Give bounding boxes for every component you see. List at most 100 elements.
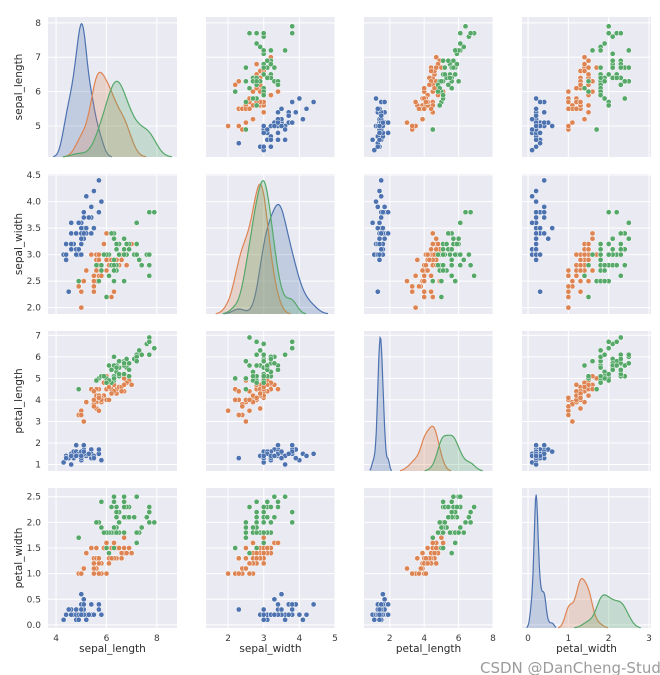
point-versicolor: [246, 105, 253, 112]
point-setosa: [98, 198, 105, 205]
point-setosa: [73, 442, 80, 449]
point-setosa: [78, 225, 85, 231]
point-setosa: [78, 453, 85, 459]
point-versicolor: [429, 241, 436, 247]
point-setosa: [533, 442, 539, 449]
point-setosa: [380, 209, 386, 216]
point-setosa: [533, 198, 539, 205]
point-versicolor: [106, 560, 112, 567]
point-versicolor: [96, 251, 102, 258]
point-virginica: [471, 272, 477, 279]
point-versicolor: [409, 570, 416, 577]
point-versicolor: [260, 560, 267, 567]
point-versicolor: [428, 288, 434, 295]
point-setosa: [73, 453, 80, 459]
kde-line-setosa: [224, 203, 328, 315]
point-virginica: [260, 504, 267, 510]
point-setosa: [85, 450, 92, 457]
point-setosa: [80, 214, 87, 221]
point-setosa: [91, 455, 97, 461]
y-tick-label: 5: [35, 122, 41, 132]
point-virginica: [138, 524, 145, 531]
point-virginica: [113, 529, 120, 536]
point-virginica: [243, 126, 249, 133]
point-virginica: [246, 362, 253, 369]
point-setosa: [533, 112, 539, 119]
point-setosa: [310, 450, 317, 457]
x-tick-label: 6: [104, 634, 110, 644]
point-versicolor: [433, 54, 440, 61]
point-virginica: [467, 262, 474, 269]
point-versicolor: [91, 403, 97, 410]
point-versicolor: [565, 412, 572, 418]
point-virginica: [429, 126, 436, 133]
point-versicolor: [426, 81, 433, 88]
point-versicolor: [404, 565, 410, 572]
point-versicolor: [409, 283, 416, 290]
point-virginica: [605, 23, 612, 30]
point-virginica: [113, 509, 120, 515]
point-versicolor: [123, 262, 130, 269]
y-tick-label: 7: [35, 53, 41, 63]
point-versicolor: [423, 555, 429, 562]
point-setosa: [96, 446, 102, 453]
point-setosa: [541, 204, 548, 210]
panel-petal_length-vs-sepal_length: [48, 331, 177, 471]
point-virginica: [250, 524, 256, 531]
point-virginica: [452, 540, 459, 546]
point-versicolor: [585, 109, 592, 116]
point-setosa: [376, 130, 383, 136]
point-versicolor: [275, 386, 281, 393]
point-setosa: [374, 105, 381, 112]
y-tick-label: 5: [35, 374, 41, 384]
point-versicolor: [83, 267, 90, 274]
y-tick-label: 2.0: [27, 518, 42, 528]
point-virginica: [605, 241, 612, 247]
point-versicolor: [108, 390, 115, 397]
point-setosa: [303, 453, 310, 459]
point-versicolor: [275, 88, 281, 95]
point-versicolor: [128, 550, 135, 556]
point-virginica: [264, 514, 271, 521]
point-versicolor: [421, 85, 428, 92]
point-virginica: [271, 514, 278, 521]
point-virginica: [121, 504, 127, 510]
point-virginica: [271, 64, 278, 71]
point-virginica: [96, 278, 102, 284]
point-virginica: [253, 545, 260, 551]
point-virginica: [101, 529, 107, 536]
point-virginica: [146, 504, 153, 510]
point-virginica: [121, 251, 127, 258]
point-setosa: [68, 241, 75, 247]
point-versicolor: [565, 267, 572, 274]
point-setosa: [98, 457, 105, 464]
point-virginica: [581, 272, 588, 279]
point-virginica: [143, 514, 150, 521]
point-setosa: [96, 177, 102, 184]
point-setosa: [271, 611, 278, 618]
point-virginica: [455, 529, 462, 536]
point-virginica: [268, 504, 274, 510]
point-virginica: [597, 75, 604, 81]
point-setosa: [289, 601, 296, 608]
point-setosa: [80, 209, 87, 216]
point-virginica: [133, 493, 140, 500]
point-versicolor: [268, 92, 274, 98]
y-axis-label: petal_length: [13, 368, 25, 433]
point-versicolor: [91, 397, 97, 403]
point-versicolor: [585, 64, 592, 71]
point-virginica: [593, 386, 600, 393]
point-virginica: [455, 78, 462, 85]
point-virginica: [435, 529, 441, 536]
point-setosa: [235, 606, 242, 613]
point-versicolor: [421, 278, 428, 284]
point-versicolor: [239, 403, 246, 410]
y-tick-label: 0.0: [27, 621, 42, 631]
point-virginica: [136, 257, 143, 263]
point-versicolor: [416, 283, 422, 290]
point-versicolor: [108, 294, 115, 300]
point-setosa: [271, 596, 278, 603]
point-versicolor: [433, 235, 440, 242]
y-tick-label: 6: [35, 353, 41, 363]
point-virginica: [621, 262, 628, 269]
